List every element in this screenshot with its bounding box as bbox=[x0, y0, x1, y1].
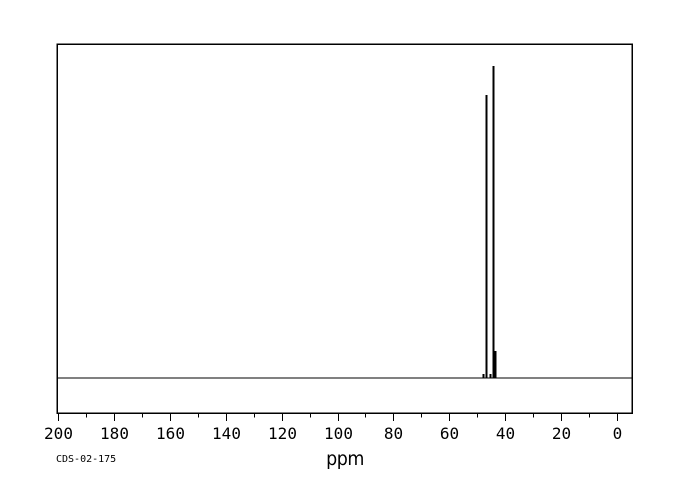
x-axis-title: ppm bbox=[326, 448, 364, 470]
x-tick-label: 0 bbox=[613, 424, 623, 443]
x-tick-label: 200 bbox=[44, 424, 73, 443]
x-tick-label: 100 bbox=[324, 424, 353, 443]
x-tick-label: 180 bbox=[100, 424, 129, 443]
x-tick-label: 60 bbox=[440, 424, 459, 443]
plot-border bbox=[56, 43, 633, 414]
x-tick-label: 140 bbox=[212, 424, 241, 443]
x-tick-label: 40 bbox=[496, 424, 515, 443]
x-tick-label: 160 bbox=[156, 424, 185, 443]
x-tick-label: 20 bbox=[552, 424, 571, 443]
x-tick-label: 120 bbox=[268, 424, 297, 443]
sample-id-label: CDS-02-175 bbox=[56, 454, 117, 465]
x-tick-label: 80 bbox=[384, 424, 403, 443]
